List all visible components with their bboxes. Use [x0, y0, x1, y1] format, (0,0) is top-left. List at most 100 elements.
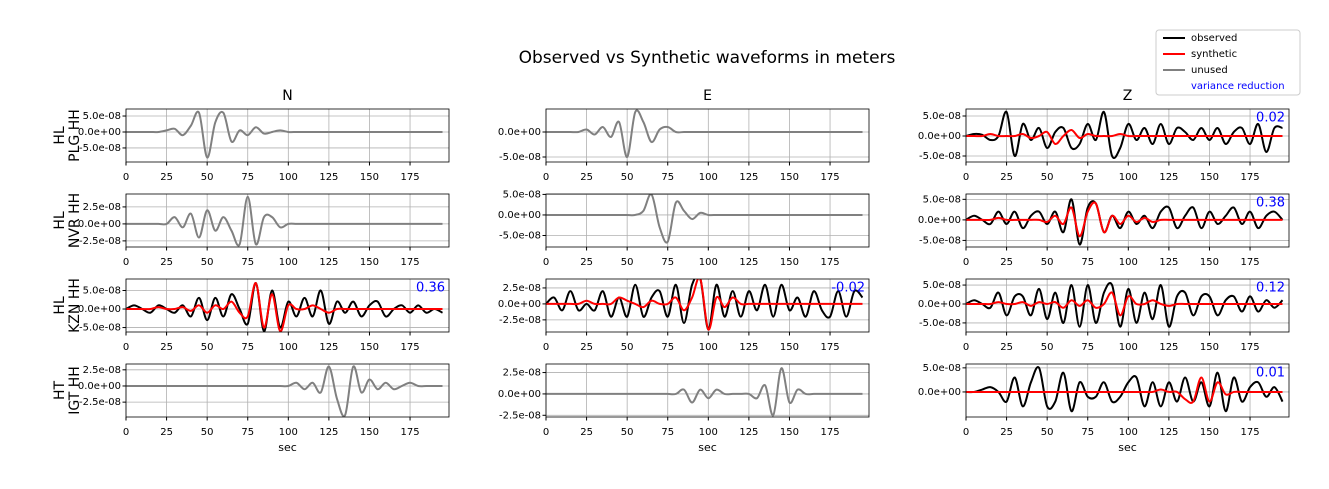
x-tick-label: 50 [621, 427, 634, 438]
x-tick-label: 25 [580, 172, 593, 183]
x-tick-label: 25 [1000, 172, 1013, 183]
x-tick-label: 50 [1041, 427, 1054, 438]
x-tick-label: 25 [580, 427, 593, 438]
waveform [546, 109, 863, 159]
x-tick-label: 100 [1119, 427, 1138, 438]
y-tick-label: 5.0e-08 [923, 194, 961, 205]
legend-note: variance reduction [1191, 81, 1285, 92]
variance-reduction: 0.36 [416, 281, 445, 296]
x-tick-label: 125 [739, 427, 758, 438]
x-tick-label: 0 [963, 257, 969, 268]
plot-area [126, 110, 443, 159]
x-tick-label: 100 [699, 257, 718, 268]
x-axis-label: sec [698, 441, 717, 454]
legend-box [1155, 29, 1301, 96]
axes-frame [545, 108, 870, 163]
x-tick-label: 100 [1119, 172, 1138, 183]
x-tick-label: 75 [241, 257, 254, 268]
legend-label: synthetic [1191, 49, 1237, 60]
y-tick-label: 0.0e+00 [918, 215, 961, 226]
variance-reduction: 0.38 [1256, 196, 1285, 211]
y-tick-label: 2.5e-08 [503, 283, 541, 294]
x-tick-label: 75 [661, 342, 674, 353]
x-tick-label: 75 [1081, 257, 1094, 268]
x-tick-label: 100 [279, 427, 298, 438]
y-tick-label: 0.0e+00 [498, 299, 541, 310]
x-tick-label: 25 [580, 257, 593, 268]
x-tick-label: 0 [963, 342, 969, 353]
x-tick-label: 125 [739, 172, 758, 183]
x-tick-label: 150 [780, 172, 799, 183]
y-tick-label: 0.0e+00 [78, 381, 121, 392]
y-tick-label: 0.0e+00 [918, 299, 961, 310]
x-tick-label: 150 [1200, 172, 1219, 183]
subplot-title: E [703, 88, 712, 104]
variance-reduction: 0.01 [1256, 366, 1285, 381]
x-tick-label: 100 [699, 342, 718, 353]
x-tick-label: 125 [1159, 257, 1178, 268]
y-axis-label: HL [52, 126, 68, 145]
y-axis-label: NVR HH [67, 193, 83, 248]
waveform [966, 291, 1283, 317]
figure-title: Observed vs Synthetic waveforms in meter… [519, 48, 896, 68]
x-tick-label: 150 [1200, 257, 1219, 268]
y-tick-label: 5.0e-08 [923, 363, 961, 374]
x-tick-label: 75 [1081, 427, 1094, 438]
axes-frame [125, 193, 450, 248]
axes-frame [965, 193, 1290, 248]
x-tick-label: 0 [963, 172, 969, 183]
variance-reduction: 0.02 [1256, 111, 1285, 126]
plot-area [546, 367, 863, 417]
x-tick-label: 75 [661, 257, 674, 268]
x-tick-label: 175 [820, 257, 839, 268]
y-tick-label: -2.5e-08 [79, 397, 121, 408]
y-tick-label: 0.0e+00 [78, 304, 121, 315]
variance-reduction: -0.02 [831, 281, 865, 296]
x-tick-label: 0 [543, 172, 549, 183]
x-tick-label: 50 [201, 342, 214, 353]
x-tick-label: 150 [360, 342, 379, 353]
y-tick-label: -5.0e-08 [499, 230, 541, 241]
y-tick-label: 5.0e-08 [923, 111, 961, 122]
waveform [126, 282, 443, 332]
x-tick-label: 125 [319, 342, 338, 353]
y-tick-label: -5.0e-08 [919, 151, 961, 162]
y-tick-label: -5.0e-08 [919, 235, 961, 246]
x-tick-label: 75 [1081, 342, 1094, 353]
waveform [546, 194, 863, 244]
subplot-title: N [282, 88, 292, 104]
plot-area [966, 281, 1284, 328]
plot-area [126, 282, 443, 332]
plot-area [546, 279, 864, 331]
plot-area [126, 195, 443, 247]
x-tick-label: 50 [1041, 172, 1054, 183]
x-tick-label: 175 [820, 172, 839, 183]
x-tick-label: 150 [360, 172, 379, 183]
x-tick-label: 50 [1041, 257, 1054, 268]
y-tick-label: -5.0e-08 [79, 323, 121, 334]
x-tick-label: 25 [580, 342, 593, 353]
legend-label: observed [1191, 33, 1237, 44]
y-tick-label: -2.5e-08 [499, 315, 541, 326]
x-tick-label: 175 [820, 427, 839, 438]
x-tick-label: 0 [123, 427, 129, 438]
x-tick-label: 0 [543, 257, 549, 268]
y-tick-label: -5.0e-08 [79, 143, 121, 154]
x-tick-label: 175 [400, 172, 419, 183]
x-tick-label: 50 [201, 172, 214, 183]
x-tick-label: 50 [201, 427, 214, 438]
x-tick-label: 75 [241, 172, 254, 183]
y-tick-label: 2.5e-08 [83, 202, 121, 213]
x-tick-label: 75 [1081, 172, 1094, 183]
axes-frame [545, 278, 870, 333]
x-tick-label: 125 [739, 257, 758, 268]
waveform [966, 201, 1283, 238]
x-tick-label: 125 [319, 172, 338, 183]
x-tick-label: 75 [661, 172, 674, 183]
axes-frame [965, 108, 1290, 163]
x-tick-label: 25 [160, 257, 173, 268]
plot-area [966, 198, 1284, 246]
x-tick-label: 175 [1240, 172, 1259, 183]
waveform [126, 365, 443, 417]
